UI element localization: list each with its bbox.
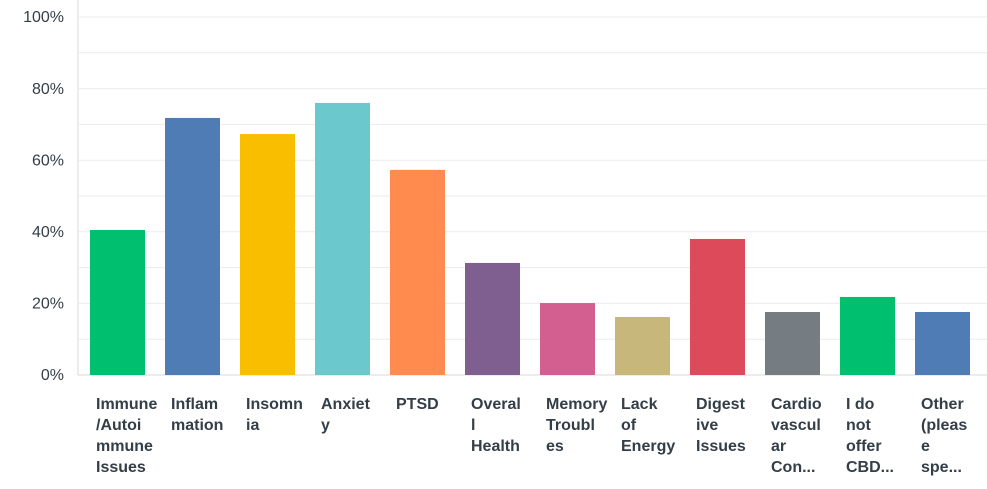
x-tick-label: Other (pleas e spe... xyxy=(921,396,967,476)
bar xyxy=(390,169,445,375)
x-tick-label-line: /Autoi xyxy=(96,417,141,434)
x-tick-label-line: Other xyxy=(921,396,964,413)
x-tick-label-line: es xyxy=(546,438,564,455)
bar xyxy=(90,230,145,375)
y-tick-label: 0% xyxy=(41,367,64,384)
bar xyxy=(315,102,370,376)
x-tick-label-line: of xyxy=(621,417,637,434)
x-tick-label-line: spe... xyxy=(921,459,962,476)
x-tick-label-line: Troubl xyxy=(546,417,595,434)
x-tick-label-line: offer xyxy=(846,438,882,455)
x-tick-label-line: vascul xyxy=(771,417,821,434)
x-tick-label-line: l xyxy=(471,417,475,434)
x-tick-label-line: e xyxy=(921,438,930,455)
bar xyxy=(465,262,520,375)
y-tick-label: 80% xyxy=(32,81,64,98)
x-tick-label-line: mation xyxy=(171,417,223,434)
x-tick-label: Insomn ia xyxy=(246,396,303,434)
x-tick-label-line: not xyxy=(846,417,872,434)
x-tick-label: Digest ive Issues xyxy=(696,396,746,455)
x-tick-label: Immune/Autoi mmune Issues xyxy=(96,396,157,476)
x-tick-label-line: I do xyxy=(846,396,875,413)
x-tick-label-line: PTSD xyxy=(396,396,439,413)
x-tick-label: I do not offer CBD... xyxy=(846,396,894,476)
bar xyxy=(240,134,295,375)
y-tick-label: 40% xyxy=(32,224,64,241)
x-tick-label-line: Overal xyxy=(471,396,521,413)
x-tick-label: Overal l Health xyxy=(471,396,521,455)
y-tick-label: 20% xyxy=(32,296,64,313)
y-tick-label: 60% xyxy=(32,152,64,169)
x-tick-label: Cardio vascul ar Con... xyxy=(771,396,822,476)
x-tick-label-line: Digest xyxy=(696,396,746,413)
x-tick-label-line: ive xyxy=(696,417,718,434)
x-tick-label-line: Insomn xyxy=(246,396,303,413)
x-tick-label-line: Health xyxy=(471,438,520,455)
x-tick-label-line: Inflam xyxy=(171,396,218,413)
x-tick-label-line: (pleas xyxy=(921,417,967,434)
x-tick-label-line: Energy xyxy=(621,438,675,455)
x-tick-label-line: Con... xyxy=(771,459,815,476)
x-tick-label-line: Immune xyxy=(96,396,157,413)
bar xyxy=(690,238,745,375)
x-tick-label-line: CBD... xyxy=(846,459,894,476)
x-tick-label-line: Lack xyxy=(621,396,658,413)
x-tick-label: Anxiet y xyxy=(321,396,371,434)
x-tick-label-line: Anxiet xyxy=(321,396,371,413)
x-tick-label-line: Cardio xyxy=(771,396,822,413)
x-tick-label-line: Issues xyxy=(96,459,146,476)
x-tick-label-line: ar xyxy=(771,438,786,455)
x-tick-label: PTSD xyxy=(396,396,439,413)
x-tick-label-line: y xyxy=(321,417,330,434)
bar xyxy=(840,296,895,375)
x-tick-label-line: mmune xyxy=(96,438,153,455)
bar xyxy=(765,311,820,375)
x-tick-label: Memory Troubl es xyxy=(546,396,607,455)
x-tick-label-line: Memory xyxy=(546,396,607,413)
x-tick-label: Inflam mation xyxy=(171,396,223,434)
x-tick-label-line: Issues xyxy=(696,438,746,455)
bar xyxy=(615,317,670,375)
x-tick-label-line: ia xyxy=(246,417,259,434)
y-tick-label: 100% xyxy=(23,9,64,26)
x-tick-label: Lack of Energy xyxy=(621,396,675,455)
bar xyxy=(915,311,970,375)
bar xyxy=(165,117,220,376)
bar xyxy=(540,303,595,375)
